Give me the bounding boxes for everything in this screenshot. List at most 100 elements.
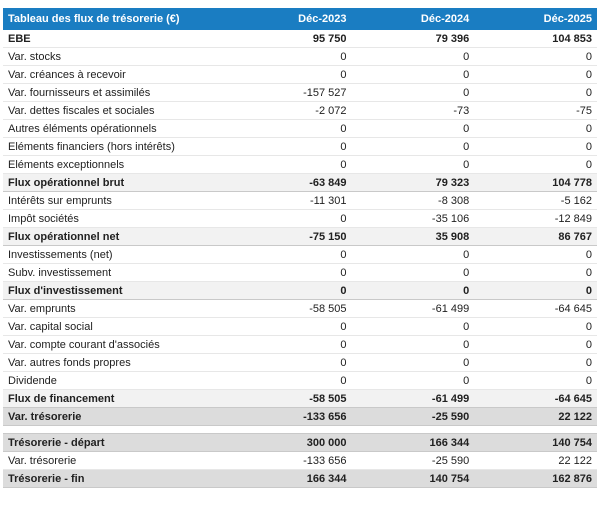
- table-header: Tableau des flux de trésorerie (€) Déc-2…: [3, 8, 597, 30]
- row-value: 0: [351, 263, 475, 282]
- row-value: 0: [474, 317, 597, 336]
- row-value: 0: [351, 371, 475, 390]
- row-value: 0: [228, 245, 352, 264]
- row-label: Trésorerie - départ: [3, 433, 229, 452]
- table-row: Eléments financiers (hors intérêts) 0 0 0: [3, 137, 597, 156]
- row-value: 0: [351, 83, 475, 102]
- table-row: Trésorerie - fin 166 344 140 754 162 876: [3, 469, 597, 488]
- row-label: Dividende: [3, 371, 229, 390]
- row-value: 79 396: [351, 30, 475, 48]
- row-value: -5 162: [474, 191, 597, 210]
- row-value: -2 072: [228, 101, 352, 120]
- table-row: Impôt sociétés 0 -35 106 -12 849: [3, 209, 597, 228]
- row-value: -25 590: [351, 451, 475, 470]
- row-value: 166 344: [351, 433, 475, 452]
- row-value: -12 849: [474, 209, 597, 228]
- table-row: Var. trésorerie -133 656 -25 590 22 122: [3, 451, 597, 470]
- row-label: Autres éléments opérationnels: [3, 119, 229, 138]
- row-value: 0: [228, 65, 352, 84]
- table-row: Var. compte courant d'associés 0 0 0: [3, 335, 597, 354]
- row-label: Var. emprunts: [3, 299, 229, 318]
- row-label: Var. capital social: [3, 317, 229, 336]
- row-value: -73: [351, 101, 475, 120]
- row-value: 0: [474, 353, 597, 372]
- row-label: Flux opérationnel brut: [3, 173, 229, 192]
- row-value: 0: [351, 119, 475, 138]
- row-label: EBE: [3, 30, 229, 48]
- table-row: Var. emprunts -58 505 -61 499 -64 645: [3, 299, 597, 318]
- table-row: Flux de financement -58 505 -61 499 -64 645: [3, 389, 597, 408]
- row-value: 0: [474, 263, 597, 282]
- row-value: 0: [228, 353, 352, 372]
- row-value: 0: [474, 137, 597, 156]
- row-value: 166 344: [228, 469, 352, 488]
- row-value: 0: [351, 47, 475, 66]
- table-row: Flux opérationnel net -75 150 35 908 86 767: [3, 227, 597, 246]
- row-label: Flux d'investissement: [3, 281, 229, 300]
- row-value: 0: [228, 335, 352, 354]
- row-value: 0: [351, 317, 475, 336]
- row-value: 86 767: [474, 227, 597, 246]
- row-label: Flux opérationnel net: [3, 227, 229, 246]
- row-value: -133 656: [228, 451, 352, 470]
- spacer-cell: [3, 425, 597, 434]
- row-label: Var. dettes fiscales et sociales: [3, 101, 229, 120]
- row-value: -75 150: [228, 227, 352, 246]
- table-row: Var. autres fonds propres 0 0 0: [3, 353, 597, 372]
- table-row: Flux opérationnel brut -63 849 79 323 104 7…: [3, 173, 597, 192]
- row-value: 300 000: [228, 433, 352, 452]
- spacer-row: [3, 425, 597, 434]
- table-row: Investissements (net) 0 0 0: [3, 245, 597, 264]
- row-label: Eléments financiers (hors intérêts): [3, 137, 229, 156]
- table-row: Var. fournisseurs et assimilés -157 527 0 0: [3, 83, 597, 102]
- row-value: 0: [228, 371, 352, 390]
- row-value: -61 499: [351, 299, 475, 318]
- row-label: Var. autres fonds propres: [3, 353, 229, 372]
- row-value: 0: [474, 119, 597, 138]
- row-value: -133 656: [228, 407, 352, 426]
- row-value: 0: [351, 137, 475, 156]
- row-value: -61 499: [351, 389, 475, 408]
- row-label: Intérêts sur emprunts: [3, 191, 229, 210]
- cashflow-table-container: Tableau des flux de trésorerie (€) Déc-2…: [3, 8, 597, 488]
- row-value: 0: [474, 65, 597, 84]
- row-value: -8 308: [351, 191, 475, 210]
- row-value: 0: [351, 245, 475, 264]
- header-row: Tableau des flux de trésorerie (€) Déc-2…: [3, 8, 597, 30]
- row-label: Var. fournisseurs et assimilés: [3, 83, 229, 102]
- row-label: Trésorerie - fin: [3, 469, 229, 488]
- table-row: Subv. investissement 0 0 0: [3, 263, 597, 282]
- table-row: Dividende 0 0 0: [3, 371, 597, 390]
- table-row: Flux d'investissement 0 0 0: [3, 281, 597, 300]
- table-row: Autres éléments opérationnels 0 0 0: [3, 119, 597, 138]
- row-value: 140 754: [474, 433, 597, 452]
- header-col-dec-2023: Déc-2023: [228, 8, 352, 30]
- row-value: 0: [474, 335, 597, 354]
- row-label: Subv. investissement: [3, 263, 229, 282]
- row-value: 0: [351, 353, 475, 372]
- table-row: Trésorerie - départ 300 000 166 344 140 754: [3, 433, 597, 452]
- header-title: Tableau des flux de trésorerie (€): [3, 8, 229, 30]
- table-row: Var. stocks 0 0 0: [3, 47, 597, 66]
- row-value: -25 590: [351, 407, 475, 426]
- row-value: -64 645: [474, 299, 597, 318]
- row-value: 0: [228, 317, 352, 336]
- row-value: -157 527: [228, 83, 352, 102]
- table-row: Var. créances à recevoir 0 0 0: [3, 65, 597, 84]
- row-label: Var. trésorerie: [3, 451, 229, 470]
- row-value: 0: [474, 155, 597, 174]
- row-value: 0: [351, 65, 475, 84]
- row-value: 0: [474, 47, 597, 66]
- row-label: Investissements (net): [3, 245, 229, 264]
- table-row: Var. trésorerie -133 656 -25 590 22 122: [3, 407, 597, 426]
- row-label: Impôt sociétés: [3, 209, 229, 228]
- table-body: EBE 95 750 79 396 104 853 Var. stocks 0 0 0 Var.…: [3, 30, 597, 488]
- table-row: Intérêts sur emprunts -11 301 -8 308 -5 162: [3, 191, 597, 210]
- cashflow-table: Tableau des flux de trésorerie (€) Déc-2…: [3, 8, 597, 488]
- row-value: 22 122: [474, 407, 597, 426]
- row-label: Flux de financement: [3, 389, 229, 408]
- row-value: 0: [474, 83, 597, 102]
- row-value: 0: [474, 371, 597, 390]
- row-value: 0: [228, 47, 352, 66]
- row-label: Eléments exceptionnels: [3, 155, 229, 174]
